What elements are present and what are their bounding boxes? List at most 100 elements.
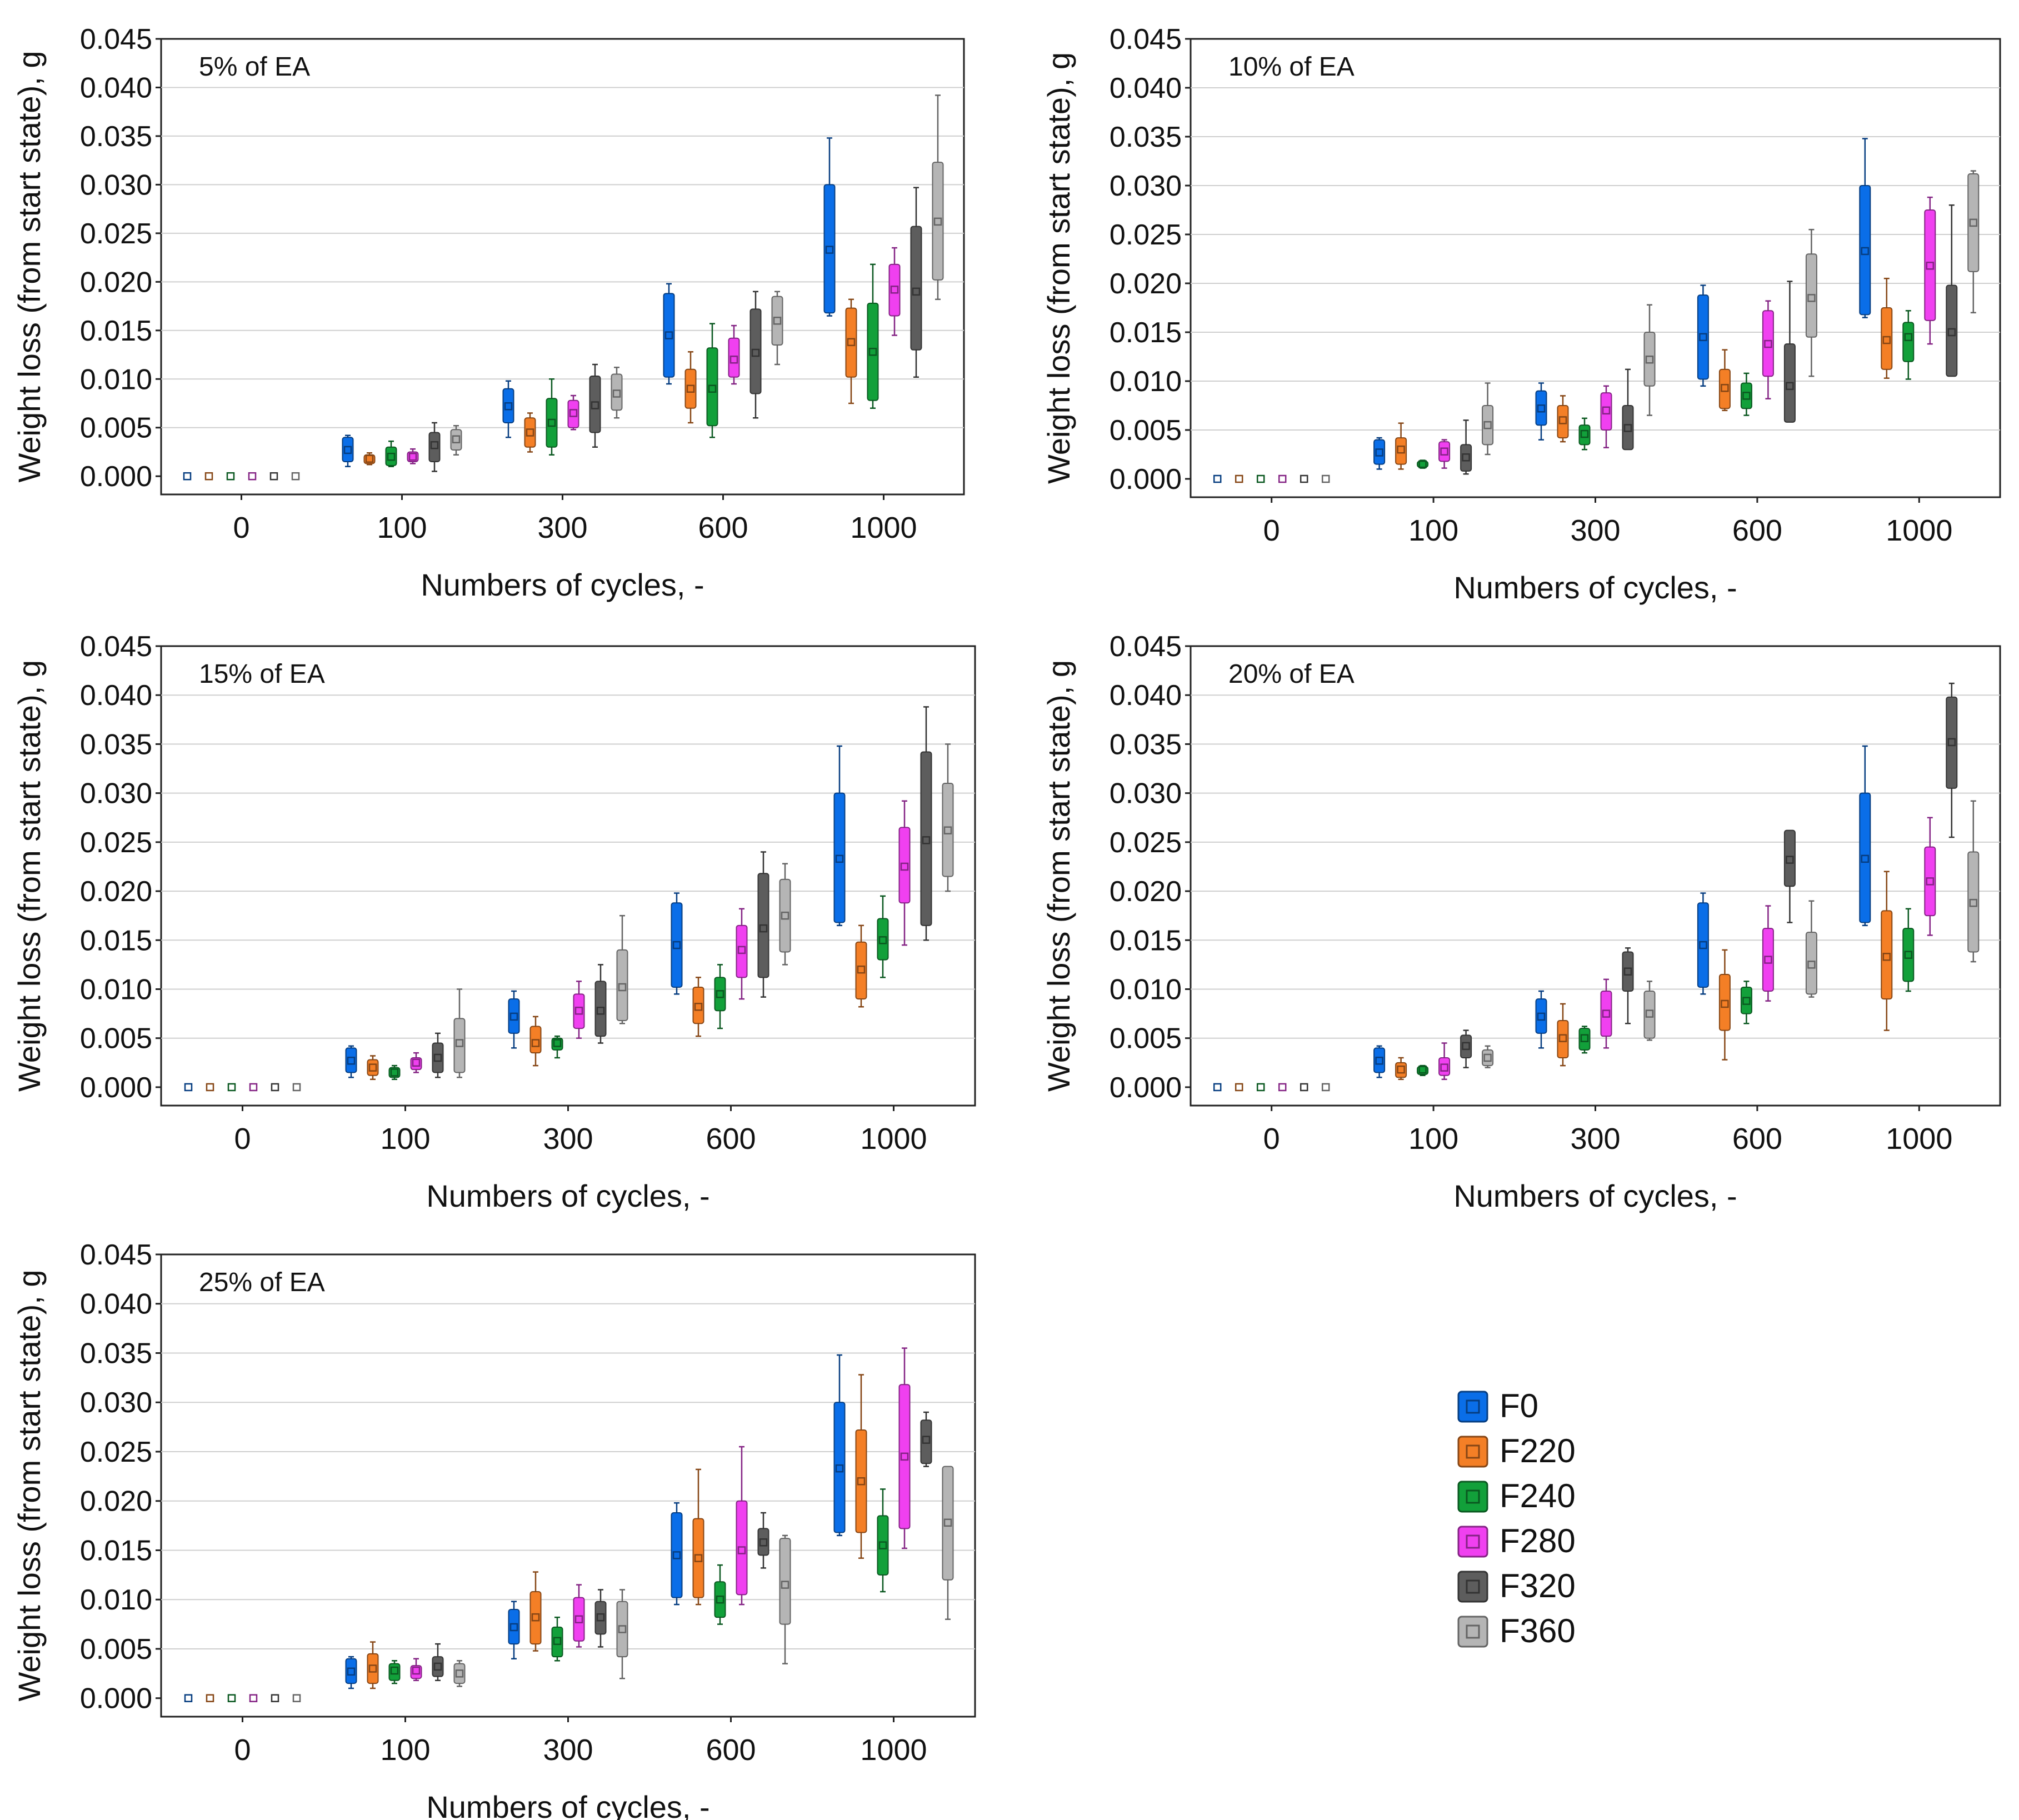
box-group [728, 324, 740, 385]
x-tick-label: 600 [706, 1122, 756, 1156]
median-marker [1537, 404, 1546, 413]
y-tick-label: 0.035 [1110, 728, 1182, 761]
median-marker [1786, 382, 1794, 391]
median-marker [1882, 336, 1891, 344]
median-marker [781, 1581, 789, 1589]
median-marker [452, 435, 461, 443]
box-body [898, 827, 911, 904]
median-marker [1462, 453, 1470, 462]
y-tick-label: 0.000 [80, 1683, 152, 1715]
box-body [898, 1384, 911, 1529]
median-marker [1537, 1012, 1546, 1021]
y-tick-label: 0.015 [80, 1534, 152, 1567]
box-body [1600, 392, 1612, 431]
box-body [1967, 173, 1980, 272]
box-group [1783, 829, 1796, 923]
median-marker [455, 1669, 464, 1678]
median-marker [847, 338, 856, 347]
median-marker [737, 1546, 746, 1554]
median-marker [759, 1538, 768, 1547]
box-group [567, 394, 579, 431]
box-body [1881, 307, 1893, 370]
box-group [616, 1589, 628, 1679]
y-tick-label: 0.030 [1110, 170, 1182, 202]
box-body [1718, 974, 1731, 1031]
box-body [867, 302, 879, 401]
box-group [1578, 1026, 1591, 1054]
legend: F0 F220 F240 F280 F320 F360 [1457, 1387, 1576, 1649]
box-body [345, 1047, 357, 1073]
y-tick-label: 0.045 [1110, 631, 1182, 663]
box-group [877, 895, 889, 978]
box-body [757, 1528, 769, 1556]
box-body [428, 432, 441, 462]
median-marker [1699, 941, 1707, 949]
box-group [345, 1045, 357, 1078]
median-marker [1213, 1083, 1222, 1092]
y-tick-label: 0.030 [80, 778, 152, 810]
median-marker [1418, 460, 1427, 468]
box-group [1805, 900, 1817, 998]
box-group [184, 1083, 193, 1092]
box-body [1643, 991, 1656, 1039]
box-group [407, 448, 419, 464]
box-group [508, 990, 520, 1049]
x-tick-label: 100 [380, 1122, 430, 1156]
y-tick-label: 0.010 [1110, 973, 1182, 1006]
median-marker [1397, 445, 1405, 454]
x-axis-title: Numbers of cycles, - [426, 1178, 709, 1213]
box-group [342, 434, 354, 467]
median-marker [1558, 416, 1567, 424]
box-group [1417, 459, 1429, 469]
x-tick-label: 300 [537, 511, 587, 544]
box-group [736, 908, 748, 1000]
box-group [1740, 981, 1752, 1024]
median-marker [1861, 854, 1870, 863]
legend-median-marker [1466, 1534, 1480, 1549]
box-body [450, 429, 462, 451]
median-marker [1278, 1083, 1287, 1092]
y-tick-label: 0.025 [80, 1436, 152, 1468]
x-tick-label: 0 [1263, 514, 1280, 547]
median-marker [291, 472, 300, 481]
box-group [226, 472, 235, 481]
box-group [714, 1564, 726, 1625]
legend-median-marker [1466, 1444, 1480, 1459]
x-tick-label: 0 [234, 1733, 251, 1767]
x-tick-label: 1000 [1886, 514, 1952, 547]
median-marker [1721, 384, 1729, 392]
box-body [749, 308, 762, 394]
median-marker [1721, 999, 1729, 1008]
box-body [663, 293, 675, 378]
median-marker [596, 1007, 605, 1015]
box-group [663, 283, 675, 385]
median-marker [708, 384, 717, 393]
box-group [551, 1035, 563, 1059]
panel-label: 15% of EA [199, 659, 325, 689]
box-body [823, 184, 836, 314]
box-body [1805, 932, 1817, 995]
box-body [877, 918, 889, 961]
box-group [1902, 908, 1915, 992]
box-group [1438, 439, 1451, 469]
plot-frame [1190, 38, 2001, 498]
median-marker [509, 1623, 518, 1632]
median-marker [933, 217, 942, 226]
box-group [855, 924, 867, 1008]
median-marker [943, 1518, 952, 1527]
box-group [1557, 1003, 1569, 1067]
box-body [833, 1402, 846, 1533]
y-axis-title: Weight loss (from start state), g [1041, 660, 1076, 1092]
median-marker [553, 1637, 562, 1646]
box-body [1373, 439, 1386, 465]
box-body [671, 1512, 683, 1598]
box-group [1417, 1064, 1429, 1076]
median-marker [387, 452, 396, 461]
median-marker [433, 1053, 442, 1062]
box-group [757, 851, 769, 998]
x-axis-title: Numbers of cycles, - [421, 567, 704, 602]
median-marker [1580, 1034, 1589, 1042]
box-body [594, 981, 607, 1037]
box-group [855, 1374, 867, 1559]
box-body [1622, 405, 1634, 451]
